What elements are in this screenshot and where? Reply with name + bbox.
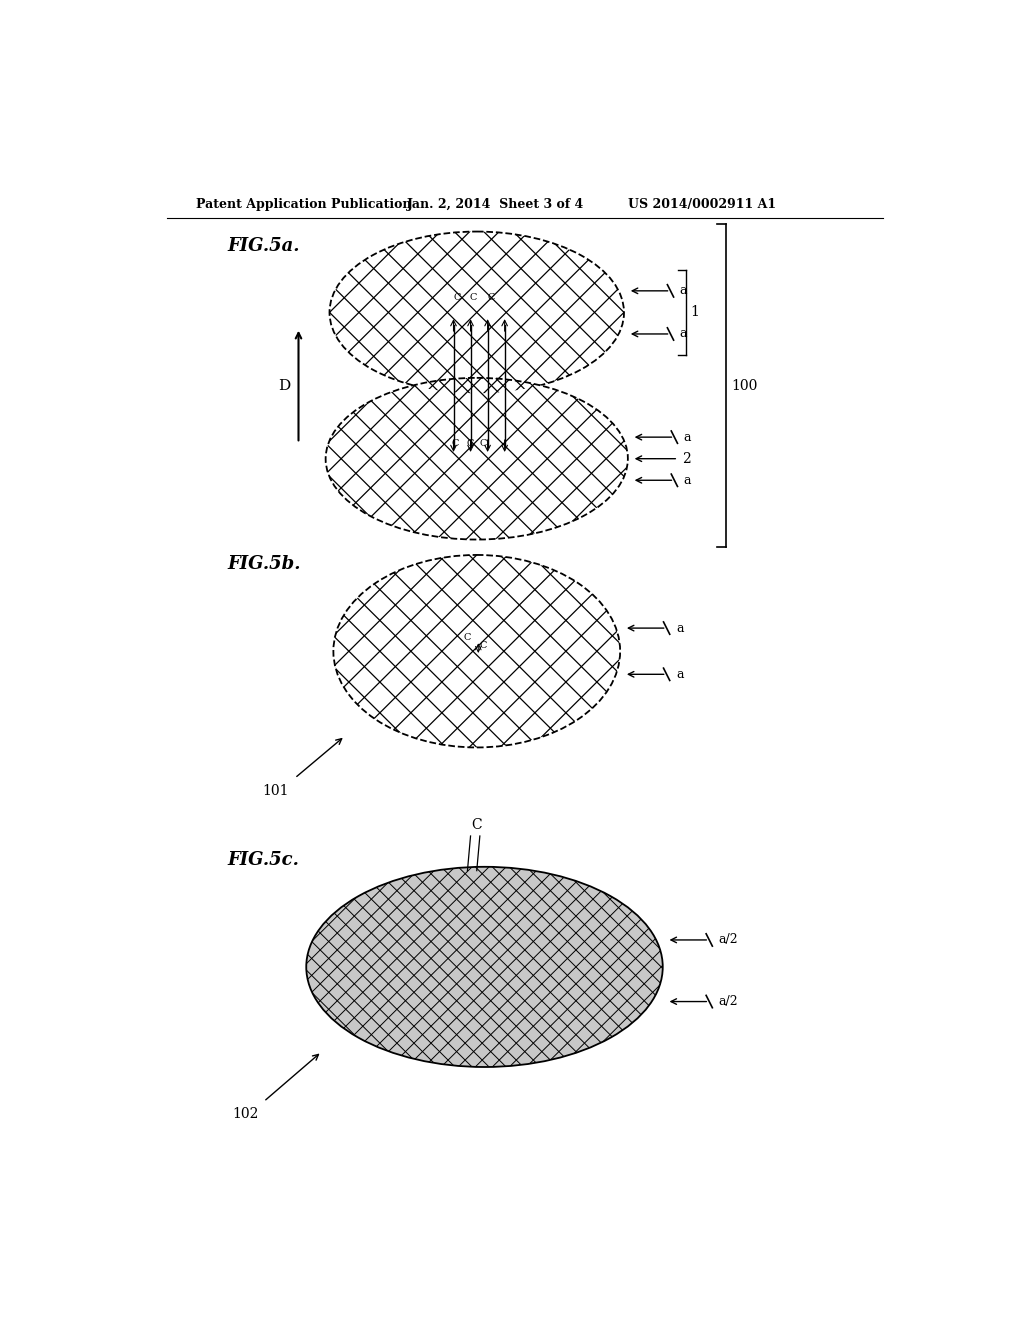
Text: 1: 1 [690, 305, 698, 319]
Ellipse shape [306, 867, 663, 1067]
Text: C: C [467, 440, 474, 447]
Text: 102: 102 [231, 1107, 258, 1121]
Text: a: a [676, 668, 683, 681]
Ellipse shape [334, 554, 621, 747]
Text: C: C [452, 440, 459, 447]
Text: FIG.5a.: FIG.5a. [227, 238, 300, 255]
Text: a: a [684, 430, 691, 444]
Text: C: C [471, 818, 482, 832]
Text: a: a [680, 327, 687, 341]
Text: 2: 2 [682, 451, 691, 466]
Text: a: a [676, 622, 683, 635]
Text: 100: 100 [731, 379, 758, 392]
Text: 101: 101 [263, 784, 289, 797]
Text: D: D [279, 379, 291, 392]
Text: US 2014/0002911 A1: US 2014/0002911 A1 [628, 198, 776, 211]
Text: a: a [684, 474, 691, 487]
Text: a/2: a/2 [719, 995, 738, 1008]
Text: a/2: a/2 [719, 933, 738, 946]
Text: FIG.5b.: FIG.5b. [227, 554, 301, 573]
Ellipse shape [330, 231, 624, 393]
Text: C: C [479, 640, 486, 649]
Text: Patent Application Publication: Patent Application Publication [197, 198, 412, 211]
Text: FIG.5c.: FIG.5c. [227, 851, 299, 870]
Text: C: C [464, 634, 471, 642]
Text: C: C [454, 293, 461, 302]
Text: Jan. 2, 2014  Sheet 3 of 4: Jan. 2, 2014 Sheet 3 of 4 [407, 198, 585, 211]
Text: C: C [470, 293, 477, 302]
Text: a: a [680, 284, 687, 297]
Text: C: C [487, 293, 495, 302]
Text: C: C [479, 440, 486, 447]
Ellipse shape [326, 378, 628, 540]
